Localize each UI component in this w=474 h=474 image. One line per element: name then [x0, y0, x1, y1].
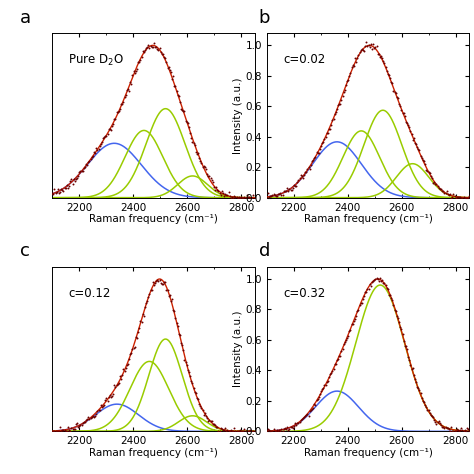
Text: c=0.12: c=0.12: [68, 287, 111, 300]
Text: a: a: [20, 9, 31, 27]
Text: Pure D$_2$O: Pure D$_2$O: [68, 53, 124, 68]
Y-axis label: Intensity (a.u.): Intensity (a.u.): [233, 77, 243, 154]
X-axis label: Raman frequency (cm⁻¹): Raman frequency (cm⁻¹): [89, 447, 218, 457]
X-axis label: Raman frequency (cm⁻¹): Raman frequency (cm⁻¹): [303, 214, 432, 224]
Text: b: b: [259, 9, 270, 27]
Y-axis label: Intensity (a.u.): Intensity (a.u.): [233, 311, 243, 387]
X-axis label: Raman frequency (cm⁻¹): Raman frequency (cm⁻¹): [89, 214, 218, 224]
Text: c: c: [20, 242, 29, 260]
Text: c=0.32: c=0.32: [283, 287, 325, 300]
Text: c=0.02: c=0.02: [283, 53, 325, 66]
X-axis label: Raman frequency (cm⁻¹): Raman frequency (cm⁻¹): [303, 447, 432, 457]
Text: d: d: [259, 242, 270, 260]
